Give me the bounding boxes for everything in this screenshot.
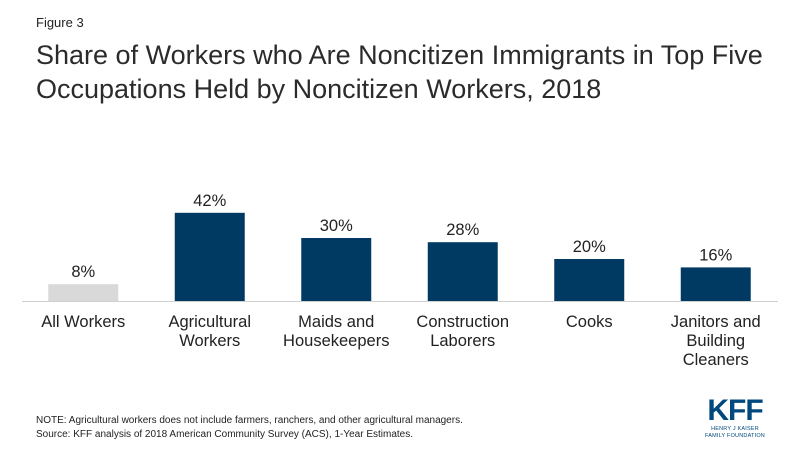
logo-line-2: FAMILY FOUNDATION <box>705 432 765 439</box>
source-text: Source: KFF analysis of 2018 American Co… <box>36 429 413 440</box>
data-label-5: 16% <box>699 246 732 264</box>
data-label-2: 30% <box>320 217 353 235</box>
logo-mark: KFF <box>707 394 763 427</box>
bar-1 <box>174 212 245 301</box>
category-label-4: Cooks <box>524 313 654 332</box>
data-label-4: 20% <box>573 238 606 256</box>
chart-notes: NOTE: Agricultural workers does not incl… <box>36 414 463 442</box>
data-label-1: 42% <box>193 192 226 210</box>
category-label-line: Laborers <box>430 332 496 350</box>
category-label-line: Construction <box>416 313 510 331</box>
category-label-line: Maids and <box>298 313 375 331</box>
note-text: NOTE: Agricultural workers does not incl… <box>36 415 463 426</box>
data-label-0: 8% <box>71 263 95 281</box>
kff-logo: KFF HENRY J KAISER FAMILY FOUNDATION <box>700 396 770 439</box>
bar-0 <box>48 284 119 301</box>
category-label-line: Cleaners <box>682 351 749 369</box>
category-label-line: Workers <box>179 332 241 350</box>
bar-4 <box>554 259 625 301</box>
logo-line-1: HENRY J KAISER <box>711 426 759 432</box>
category-label-5: Janitors and Building Cleaners <box>651 313 781 370</box>
category-label-2: Maids and Housekeepers <box>271 313 401 351</box>
category-label-0: All Workers <box>18 313 148 332</box>
category-label-1: Agricultural Workers <box>145 313 275 351</box>
category-label-line: Housekeepers <box>283 332 390 350</box>
category-label-line: All Workers <box>41 313 126 331</box>
category-label-line: Building <box>686 332 746 350</box>
bar-3 <box>427 242 498 301</box>
bar-2 <box>301 238 372 301</box>
bar-5 <box>680 267 751 301</box>
category-label-line: Janitors and <box>670 313 761 331</box>
data-label-3: 28% <box>446 221 479 239</box>
figure-label: Figure 3 <box>36 15 84 30</box>
category-label-3: Construction Laborers <box>398 313 528 351</box>
category-label-line: Agricultural <box>168 313 252 331</box>
category-label-line: Cooks <box>565 313 613 331</box>
chart-title: Share of Workers who Are Noncitizen Immi… <box>36 40 763 104</box>
